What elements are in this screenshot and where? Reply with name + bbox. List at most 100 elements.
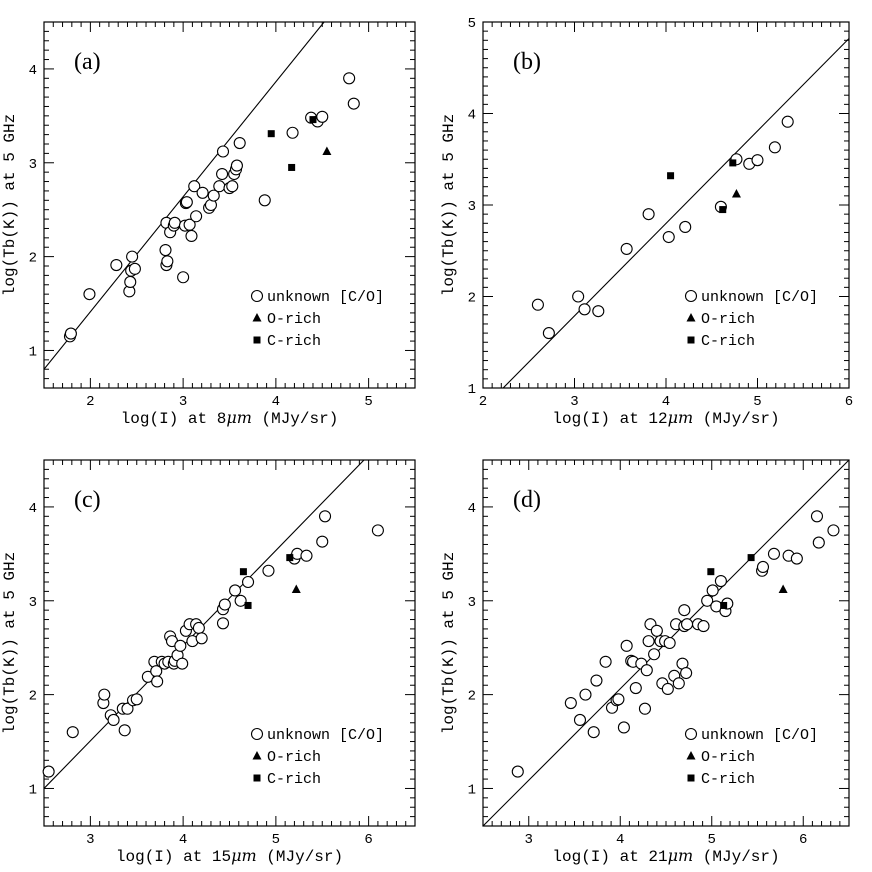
data-point-open-circle — [130, 693, 143, 706]
data-point-open-circle — [66, 726, 79, 739]
data-point-filled-triangle — [291, 584, 301, 594]
fit-line — [44, 460, 365, 789]
data-point-open-circle — [258, 194, 271, 207]
legend-marker-open-circle — [684, 727, 698, 741]
panel-label: (a) — [74, 49, 101, 75]
legend-label: unknown [C/O] — [267, 289, 384, 306]
data-point-open-circle — [316, 110, 329, 123]
y-tick-label: 1 — [468, 382, 476, 398]
data-point-open-circle — [697, 620, 710, 633]
data-point-open-circle — [177, 271, 190, 284]
x-axis-label-unit: μm — [226, 408, 252, 427]
y-tick-label: 2 — [468, 291, 476, 307]
legend-label: unknown [C/O] — [701, 727, 818, 744]
series-c-rich — [707, 554, 755, 609]
data-point-open-circle — [98, 688, 111, 701]
data-point-open-circle — [168, 216, 181, 229]
data-point-open-circle — [827, 524, 840, 537]
data-point-open-circle — [706, 584, 719, 597]
data-point-open-circle — [578, 303, 591, 316]
data-point-open-circle — [679, 220, 692, 234]
panel-label: (b) — [513, 49, 541, 75]
data-point-open-circle — [531, 298, 544, 311]
x-tick-label: 2 — [479, 394, 487, 410]
x-axis-label-suffix: (MJy/sr) — [693, 848, 779, 866]
data-point-open-circle — [83, 288, 96, 301]
data-point-open-circle — [714, 575, 727, 588]
x-tick-label: 5 — [708, 832, 716, 848]
legend-marker-filled-triangle — [686, 313, 696, 322]
data-point-open-circle — [121, 702, 134, 715]
data-point-open-circle — [612, 693, 625, 706]
y-tick-label: 3 — [468, 199, 476, 215]
data-point-filled-square — [720, 601, 728, 609]
data-point-open-circle — [174, 639, 187, 652]
data-point-filled-triangle — [322, 146, 332, 156]
data-point-open-circle — [678, 604, 691, 617]
y-tick-label: 2 — [468, 689, 476, 705]
data-point-open-circle — [226, 180, 239, 193]
x-tick-label: 5 — [272, 832, 280, 848]
data-point-open-circle — [648, 648, 661, 661]
data-point-open-circle — [642, 635, 655, 648]
data-point-open-circle — [188, 180, 201, 193]
data-point-open-circle — [768, 141, 781, 154]
data-point-open-circle — [642, 208, 655, 221]
fit-line — [44, 22, 325, 370]
data-point-open-circle — [751, 154, 764, 167]
data-point-open-circle — [592, 305, 605, 318]
y-tick-label: 1 — [468, 782, 476, 798]
y-tick-label: 4 — [29, 501, 37, 517]
data-point-open-circle — [242, 575, 255, 589]
series-c-rich — [239, 554, 294, 609]
data-point-open-circle — [192, 621, 205, 635]
data-point-open-circle — [343, 72, 356, 85]
series-unknown-c-o — [511, 510, 840, 778]
legend-marker-filled-triangle — [686, 751, 696, 760]
data-point-open-circle — [810, 510, 824, 523]
data-point-open-circle — [662, 230, 675, 244]
legend-marker-open-circle — [684, 289, 698, 303]
data-point-open-circle — [110, 259, 123, 272]
x-tick-label: 3 — [179, 394, 187, 410]
data-point-open-circle — [262, 564, 275, 577]
y-tick-label: 3 — [29, 157, 37, 173]
data-point-open-circle — [701, 594, 714, 607]
x-axis-label: log(I) at 21μm (MJy/sr) — [552, 846, 779, 866]
y-tick-label: 3 — [29, 595, 37, 611]
data-point-open-circle — [347, 97, 360, 110]
series-o-rich — [322, 146, 332, 156]
x-tick-label: 3 — [570, 394, 578, 410]
series-o-rich — [778, 584, 788, 594]
legend-label: O-rich — [267, 311, 321, 328]
legend-label: unknown [C/O] — [701, 289, 818, 306]
data-point-filled-square — [286, 554, 294, 562]
plot-frame — [482, 21, 850, 389]
data-point-filled-square — [309, 116, 317, 124]
data-point-open-circle — [218, 598, 231, 611]
data-point-open-circle — [590, 674, 603, 687]
legend-marker-filled-square — [687, 336, 695, 344]
x-tick-label: 5 — [753, 394, 761, 410]
y-tick-label: 1 — [29, 344, 37, 360]
x-axis-label-unit: μm — [668, 408, 694, 427]
data-point-filled-square — [244, 601, 252, 609]
plot-frame — [43, 459, 416, 827]
x-axis-label: log(I) at 15μm (MJy/sr) — [116, 846, 343, 866]
data-point-open-circle — [161, 255, 174, 268]
data-point-open-circle — [650, 624, 663, 637]
data-point-open-circle — [587, 726, 600, 739]
x-axis-label-suffix: (MJy/sr) — [257, 848, 343, 866]
x-axis-label-unit: μm — [231, 846, 257, 865]
series-o-rich — [731, 189, 741, 198]
y-axis-label: log(Tb(K)) at 5 GHz — [440, 552, 458, 734]
legend-label: C-rich — [701, 771, 755, 788]
x-tick-label: 4 — [179, 832, 187, 848]
data-point-open-circle — [672, 677, 685, 690]
data-point-open-circle — [790, 552, 803, 565]
panel-label: (d) — [513, 487, 541, 513]
legend-marker-filled-triangle — [252, 313, 262, 322]
x-axis-label-suffix: (MJy/sr) — [693, 410, 779, 428]
data-point-open-circle — [234, 594, 247, 607]
